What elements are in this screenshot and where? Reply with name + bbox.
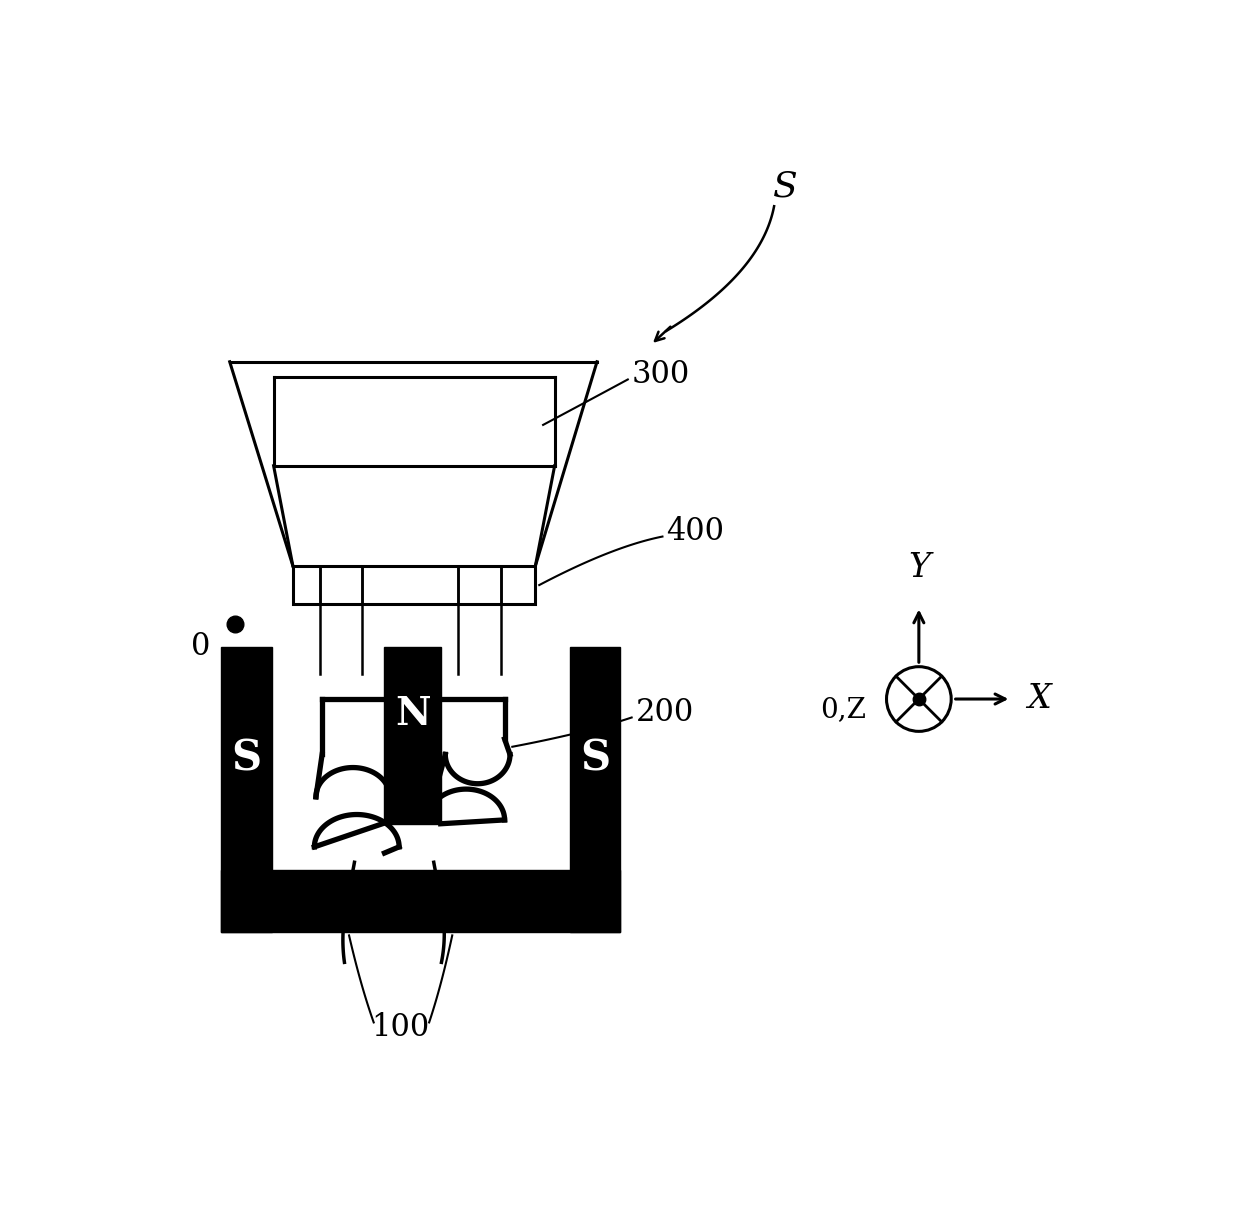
Text: S: S: [580, 737, 610, 780]
Text: Y: Y: [908, 552, 930, 583]
Text: 0: 0: [191, 631, 211, 663]
Text: S: S: [774, 169, 799, 203]
Text: 100: 100: [372, 1012, 430, 1044]
Text: S: S: [232, 737, 262, 780]
Text: 400: 400: [666, 515, 724, 547]
Bar: [570, 647, 620, 932]
Bar: [384, 647, 440, 823]
Bar: [293, 566, 536, 604]
Bar: [221, 870, 620, 932]
Text: N: N: [394, 695, 430, 733]
Text: X: X: [1027, 683, 1050, 715]
Text: 0,Z: 0,Z: [821, 697, 867, 723]
Text: 200: 200: [635, 697, 693, 727]
Bar: [221, 647, 272, 932]
Text: 300: 300: [631, 358, 689, 390]
